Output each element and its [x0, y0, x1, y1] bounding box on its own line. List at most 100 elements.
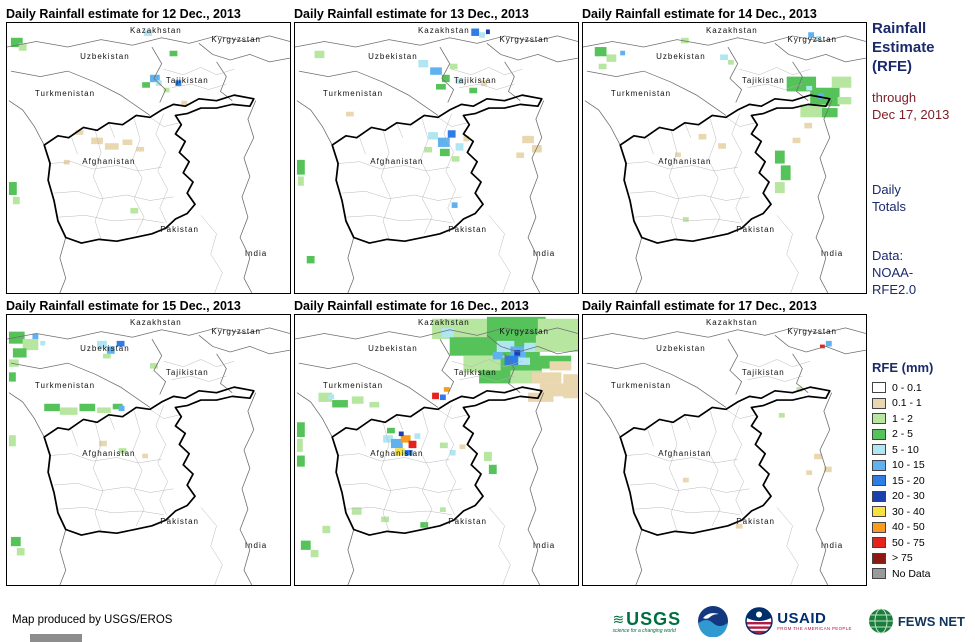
country-label-afghanistan: Afghanistan — [370, 448, 424, 458]
legend-entry: 40 - 50 — [872, 520, 972, 536]
country-label-turkmenistan: Turkmenistan — [610, 89, 672, 99]
country-label-kyrgyzstan: Kyrgyzstan — [787, 327, 838, 337]
country-label-kyrgyzstan: Kyrgyzstan — [499, 35, 550, 45]
country-label-uzbekistan: Uzbekistan — [80, 52, 130, 62]
country-label-kazakhstan: Kazakhstan — [705, 318, 758, 328]
rainfall-map: Kazakhstan Kyrgyzstan Uzbekistan Tajikistan… — [6, 22, 291, 294]
footer: Map produced by USGS/EROS ≋ USGS science… — [0, 600, 975, 642]
legend-entry: 15 - 20 — [872, 473, 972, 489]
rainfall-map: Kazakhstan Kyrgyzstan Uzbekistan Tajikistan… — [294, 22, 579, 294]
usaid-tagline: FROM THE AMERICAN PEOPLE — [777, 625, 852, 631]
legend-entry: 50 - 75 — [872, 535, 972, 551]
legend-entry: 0 - 0.1 — [872, 380, 972, 396]
legend-entry: 5 - 10 — [872, 442, 972, 458]
fewsnet-logo: FEWS NET — [868, 608, 965, 634]
map-panel: Daily Rainfall estimate for 17 Dec., 201… — [582, 298, 867, 586]
legend-label: 50 - 75 — [892, 536, 925, 549]
country-label-tajikistan: Tajikistan — [165, 75, 209, 85]
legend-label: No Data — [892, 567, 931, 580]
country-label-pakistan: Pakistan — [160, 516, 199, 526]
cropped-ui-fragment — [30, 634, 82, 642]
country-label-turkmenistan: Turkmenistan — [610, 381, 672, 391]
sidebar-daily-totals: Daily Totals — [872, 182, 906, 214]
legend-color-swatch — [872, 459, 886, 471]
panel-title: Daily Rainfall estimate for 15 Dec., 201… — [6, 299, 241, 313]
map-canvas — [7, 30, 290, 293]
legend-label: 0 - 0.1 — [892, 381, 922, 394]
rainfall-patches — [296, 316, 578, 558]
legend-color-swatch — [872, 397, 886, 409]
country-label-kazakhstan: Kazakhstan — [417, 26, 470, 36]
country-label-india: India — [244, 540, 268, 550]
rainfall-map: Kazakhstan Kyrgyzstan Uzbekistan Tajikistan… — [294, 314, 579, 586]
country-label-turkmenistan: Turkmenistan — [322, 381, 384, 391]
legend-entry: 1 - 2 — [872, 411, 972, 427]
legend-label: 10 - 15 — [892, 459, 925, 472]
country-label-afghanistan: Afghanistan — [658, 448, 712, 458]
country-label-kazakhstan: Kazakhstan — [129, 26, 182, 36]
country-label-turkmenistan: Turkmenistan — [34, 381, 96, 391]
usaid-wordmark: USAID — [777, 609, 827, 627]
legend-color-swatch — [872, 506, 886, 518]
legend-label: 0.1 - 1 — [892, 397, 922, 410]
noaa-logo — [698, 606, 729, 637]
legend-entry: 2 - 5 — [872, 427, 972, 443]
map-panel: Daily Rainfall estimate for 12 Dec., 201… — [6, 6, 291, 294]
rainfall-patches — [594, 32, 852, 222]
map-panel: Daily Rainfall estimate for 14 Dec., 201… — [582, 6, 867, 294]
country-label-turkmenistan: Turkmenistan — [322, 89, 384, 99]
country-label-india: India — [820, 248, 844, 258]
rainfall-map: Kazakhstan Kyrgyzstan Uzbekistan Tajikistan… — [582, 22, 867, 294]
fewsnet-wordmark: FEWS NET — [897, 613, 965, 629]
country-label-pakistan: Pakistan — [448, 516, 487, 526]
country-label-tajikistan: Tajikistan — [453, 367, 497, 377]
map-panel: Daily Rainfall estimate for 15 Dec., 201… — [6, 298, 291, 586]
country-label-kazakhstan: Kazakhstan — [705, 26, 758, 36]
country-label-afghanistan: Afghanistan — [658, 156, 712, 166]
legend-label: 2 - 5 — [892, 428, 914, 441]
country-label-uzbekistan: Uzbekistan — [656, 344, 706, 354]
panel-title: Daily Rainfall estimate for 14 Dec., 201… — [582, 7, 817, 21]
legend-label: 20 - 30 — [892, 490, 925, 503]
country-label-kyrgyzstan: Kyrgyzstan — [499, 327, 550, 337]
country-label-tajikistan: Tajikistan — [741, 367, 785, 377]
rainfall-map: Kazakhstan Kyrgyzstan Uzbekistan Tajikistan… — [6, 314, 291, 586]
legend-color-swatch — [872, 475, 886, 487]
legend-title: RFE (mm) — [872, 360, 934, 375]
country-label-kyrgyzstan: Kyrgyzstan — [787, 35, 838, 45]
country-label-kazakhstan: Kazakhstan — [129, 318, 182, 328]
legend-label: 15 - 20 — [892, 474, 925, 487]
map-panel: Daily Rainfall estimate for 16 Dec., 201… — [294, 298, 579, 586]
usgs-wave-icon: ≋ — [612, 610, 625, 627]
legend-color-swatch — [872, 552, 886, 564]
country-label-afghanistan: Afghanistan — [370, 156, 424, 166]
legend-label: 40 - 50 — [892, 521, 925, 534]
country-label-uzbekistan: Uzbekistan — [368, 344, 418, 354]
rainfall-patches — [8, 331, 158, 556]
legend-entries: 0 - 0.1 0.1 - 1 1 - 2 2 - 5 5 - 10 10 - 15 15 … — [872, 380, 972, 582]
country-label-uzbekistan: Uzbekistan — [80, 344, 130, 354]
legend-entry: > 75 — [872, 551, 972, 567]
country-label-afghanistan: Afghanistan — [82, 448, 136, 458]
panel-title: Daily Rainfall estimate for 13 Dec., 201… — [294, 7, 529, 21]
country-label-pakistan: Pakistan — [736, 224, 775, 234]
legend-color-swatch — [872, 444, 886, 456]
country-label-kyrgyzstan: Kyrgyzstan — [211, 35, 262, 45]
logo-row: ≋ USGS science for a changing world — [612, 603, 965, 639]
map-canvas — [583, 32, 866, 293]
legend-label: 30 - 40 — [892, 505, 925, 518]
country-label-tajikistan: Tajikistan — [741, 75, 785, 85]
usaid-emblem-icon — [745, 607, 773, 635]
country-label-india: India — [244, 248, 268, 258]
country-label-uzbekistan: Uzbekistan — [368, 52, 418, 62]
country-label-india: India — [820, 540, 844, 550]
legend-label: > 75 — [892, 552, 913, 565]
legend-color-swatch — [872, 521, 886, 533]
usgs-logo: ≋ USGS science for a changing world — [612, 609, 681, 634]
rainfall-map: Kazakhstan Kyrgyzstan Uzbekistan Tajikistan… — [582, 314, 867, 586]
legend-color-swatch — [872, 382, 886, 394]
legend-color-swatch — [872, 537, 886, 549]
rainfall-patches — [682, 340, 832, 529]
country-label-tajikistan: Tajikistan — [165, 367, 209, 377]
